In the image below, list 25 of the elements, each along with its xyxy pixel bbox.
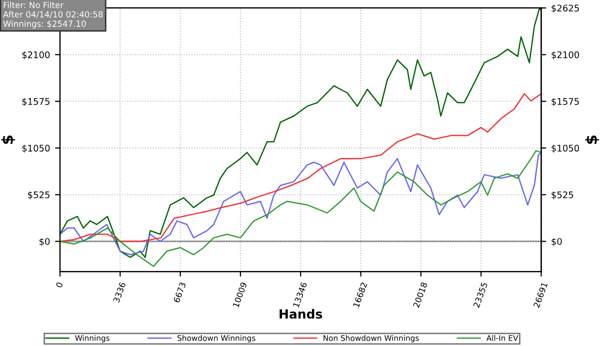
y-axis-title: $ [1,136,16,144]
x-tick-label: 0 [56,282,63,288]
x-tick-label: 3336 [113,282,126,303]
x-axis-title: Hands [280,309,322,319]
y-tick-label: $1575 [22,98,50,106]
y-tick-label: $2100 [22,51,50,60]
x-tick-label: 23355 [473,282,488,308]
x-tick-label: 13346 [292,282,308,308]
y2-tick-label: $525 [552,191,574,200]
y2-tick-label: $2100 [552,51,580,60]
x-tick-label: 10009 [232,282,248,308]
annotation: Filter: No Filter After 04/14/10 02:40:58 Winnings: $2547.10 [3,2,103,28]
y-tick-label: $0 [40,238,50,246]
x-tick-label: 20018 [412,282,428,308]
y2-tick-label: $1575 [552,98,579,106]
y2-tick-label: $1050 [552,144,580,153]
y2-axis-title: $ [585,136,600,144]
x-tick-label: 6673 [173,282,186,303]
y2-tick-label: $2625 [552,4,579,13]
y2-tick-label: $0 [552,238,562,246]
y-tick-label: $525 [28,191,50,200]
line-series [60,93,542,242]
y-tick-label: $1050 [22,144,50,153]
x-tick-label: 16682 [352,282,368,308]
x-tick-label: 26691 [533,282,548,308]
